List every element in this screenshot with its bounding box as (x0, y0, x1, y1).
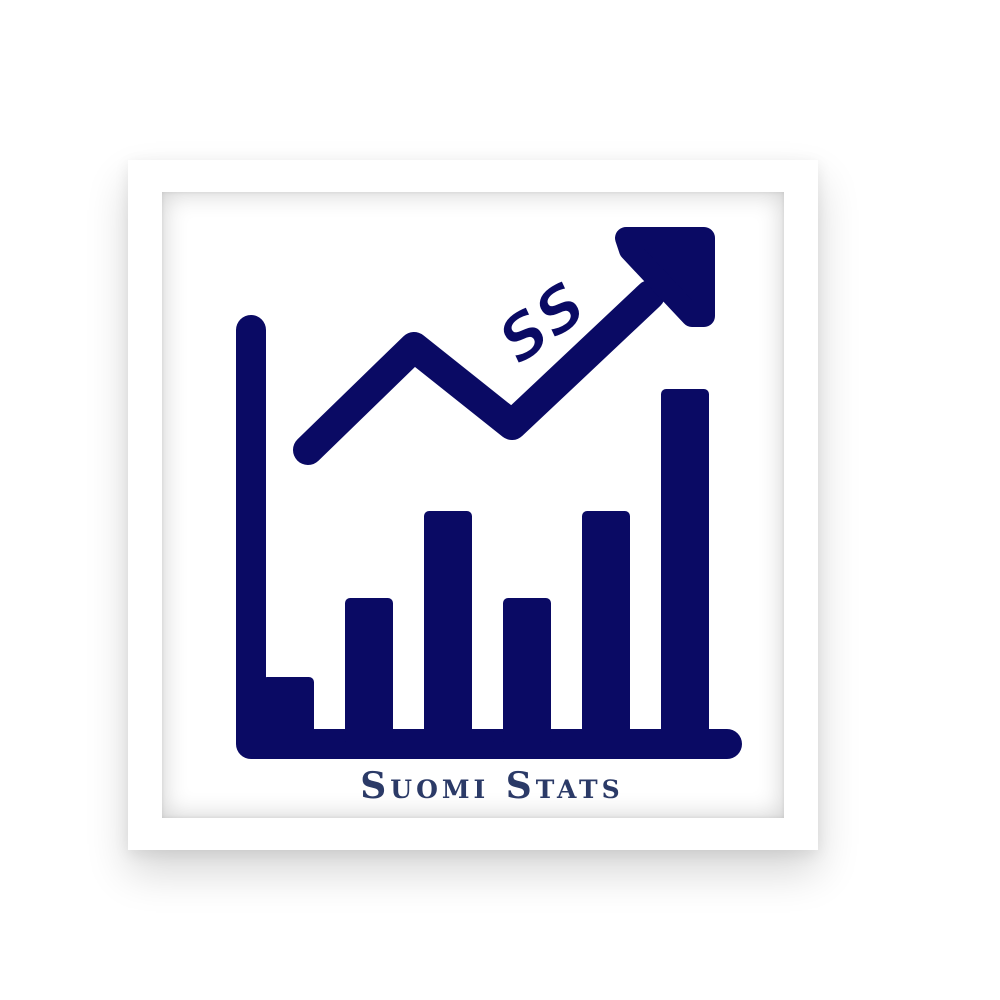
brand-name: Suomi Stats (360, 765, 624, 807)
chart-bar (661, 389, 709, 744)
bar-chart-icon (236, 315, 742, 759)
trend-arrow-icon (293, 227, 715, 465)
chart-axis (236, 315, 742, 759)
chart-bar (582, 511, 630, 744)
chart-bar (345, 598, 393, 744)
chart-bar (503, 598, 551, 744)
chart-bar (424, 511, 472, 744)
chart-bar (262, 677, 314, 744)
